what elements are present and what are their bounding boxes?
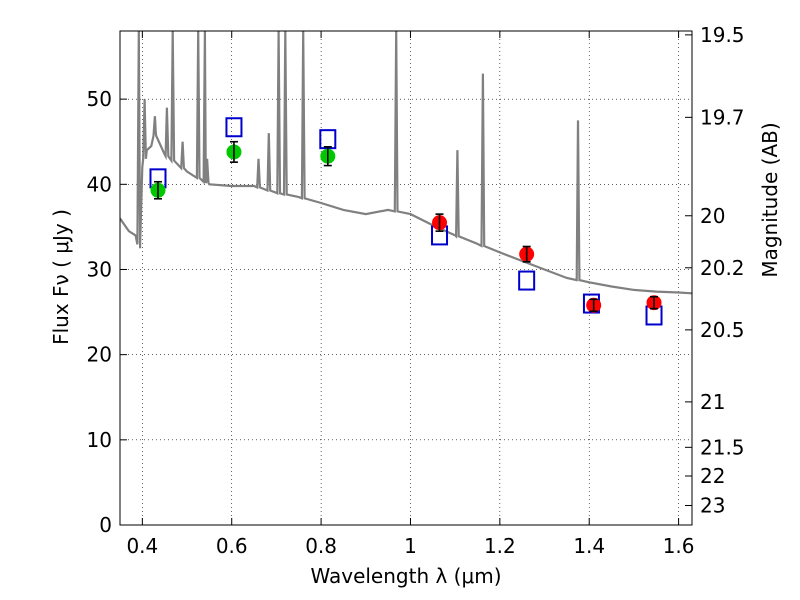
x-axis-label: Wavelength λ (μm) <box>310 564 501 588</box>
y-tick-label: 50 <box>87 87 112 111</box>
x-axis-ticks: 0.4 0.6 0.8 1 1.2 1.4 1.6 <box>126 31 695 558</box>
model-spectrum <box>120 31 692 295</box>
model-flux-square <box>319 129 337 150</box>
x-tick-label: 1 <box>404 534 417 558</box>
x-tick-label: 0.6 <box>216 534 248 558</box>
x-tick-label: 1.6 <box>663 534 695 558</box>
magnitude-tick-label: 20.2 <box>700 256 745 280</box>
plot-frame <box>119 30 693 526</box>
model-flux-square <box>518 270 536 291</box>
spectrum-line <box>120 31 692 295</box>
magnitude-tick-label: 20 <box>700 204 725 228</box>
y-tick-label: 40 <box>87 172 112 196</box>
magnitude-tick-label: 19.5 <box>700 23 745 47</box>
x-tick-label: 0.4 <box>126 534 158 558</box>
magnitude-tick-label: 21 <box>700 390 725 414</box>
magnitude-tick-label: 23 <box>700 493 725 517</box>
magnitude-axis-label: Magnitude (AB) <box>758 122 782 277</box>
magnitude-axis-ticks: 19.5 19.7 20 20.2 20.5 21 21.5 22 23 <box>685 23 745 517</box>
y-tick-label: 0 <box>99 513 112 537</box>
y-axis-ticks: 0 10 20 30 40 50 <box>87 87 127 537</box>
y-tick-label: 10 <box>87 428 112 452</box>
y-tick-label: 30 <box>87 257 112 281</box>
y-axis-label: Flux Fν ( μJy ) <box>49 209 73 345</box>
magnitude-tick-label: 19.7 <box>700 105 745 129</box>
x-tick-label: 1.4 <box>573 534 605 558</box>
model-flux-square <box>225 117 243 138</box>
x-tick-label: 0.8 <box>305 534 337 558</box>
photometry-points <box>149 117 663 326</box>
magnitude-tick-label: 21.5 <box>700 435 745 459</box>
y-tick-label: 20 <box>87 343 112 367</box>
x-tick-label: 1.2 <box>484 534 516 558</box>
magnitude-tick-label: 20.5 <box>700 318 745 342</box>
magnitude-tick-label: 22 <box>700 464 725 488</box>
